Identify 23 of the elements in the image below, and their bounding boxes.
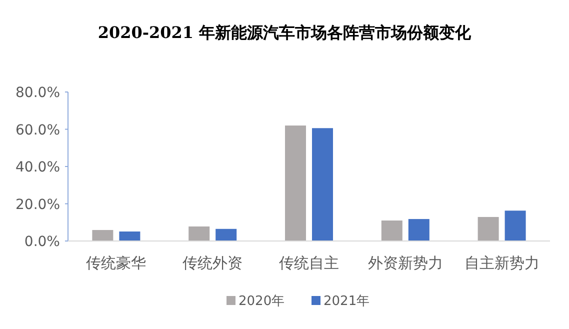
bar [408, 219, 430, 241]
y-tick-label: 20.0% [16, 196, 60, 213]
y-tick-label: 0.0% [24, 234, 60, 250]
y-tick-label: 80.0% [16, 85, 60, 101]
chart-title: 2020-2021 年新能源汽车市场各阵营市场份额变化 [98, 23, 472, 42]
x-tick-label: 外资新势力 [368, 254, 443, 272]
y-tick-label: 40.0% [16, 160, 60, 176]
bar [216, 228, 237, 241]
bar [188, 226, 210, 241]
bar [312, 128, 333, 241]
x-tick-label: 传统外资 [182, 254, 243, 272]
legend-label: 2020年 [238, 294, 285, 309]
bar [381, 220, 402, 241]
bar [119, 232, 140, 241]
bar [504, 210, 526, 241]
bar [478, 216, 499, 241]
x-tick-label: 自主新势力 [464, 254, 540, 272]
legend-label: 2021年 [324, 294, 370, 309]
y-tick-label: 60.0% [16, 122, 60, 138]
x-tick-label: 传统豪华 [86, 254, 146, 272]
bar [92, 230, 114, 241]
x-tick-label: 传统自主 [279, 254, 339, 272]
bar [285, 126, 306, 241]
